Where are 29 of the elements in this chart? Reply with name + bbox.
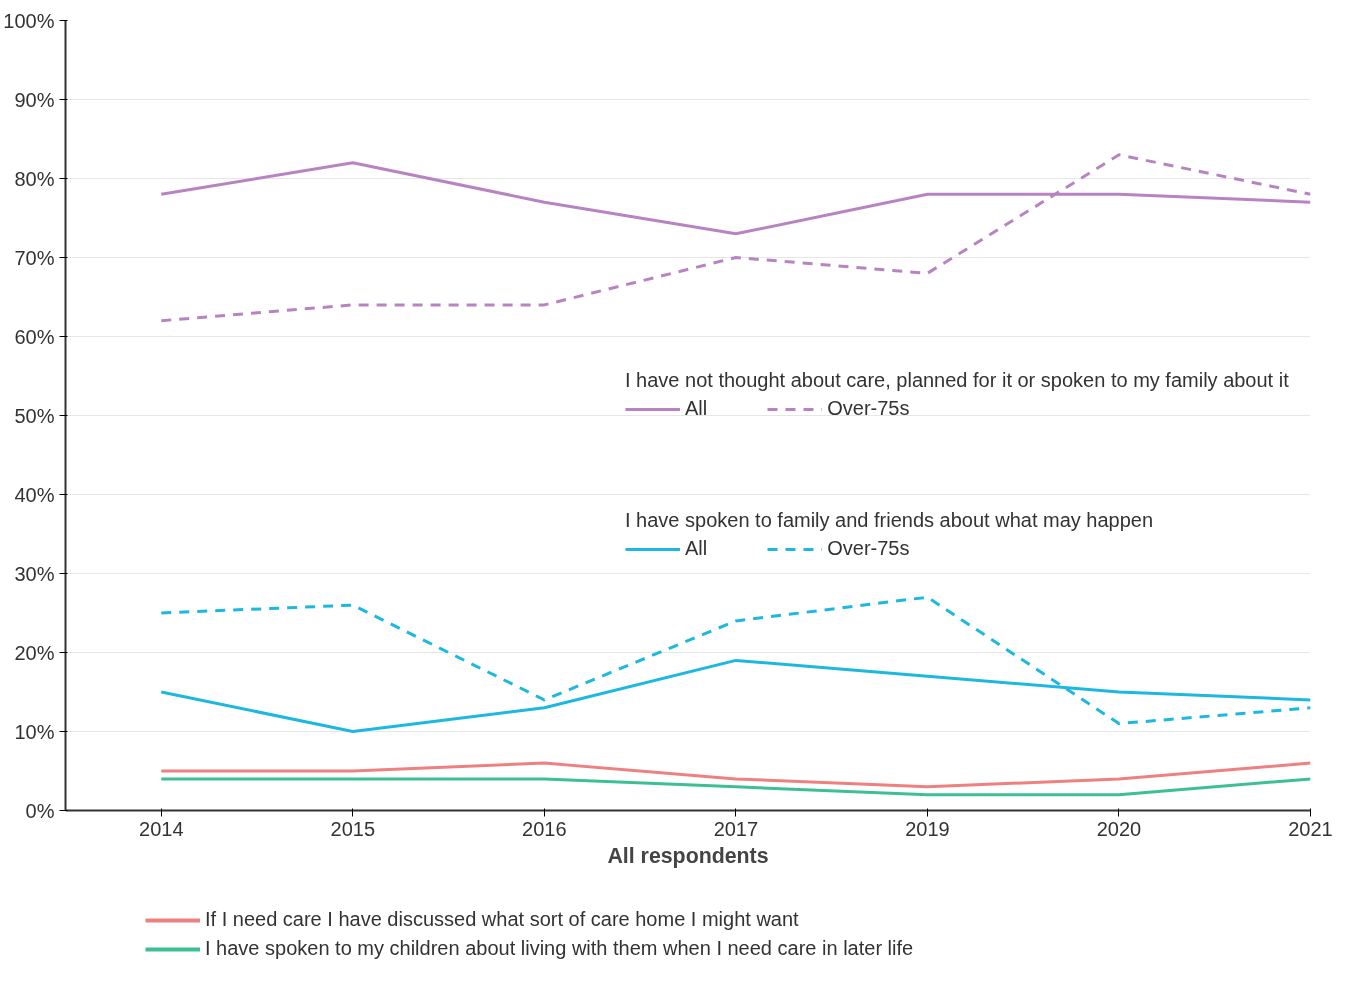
legend-label: Over-75s bbox=[827, 397, 910, 420]
y-tick-label: 20% bbox=[14, 641, 55, 664]
y-tick-label: 70% bbox=[14, 246, 55, 269]
line-series bbox=[159, 761, 1311, 789]
y-tick-label: 90% bbox=[14, 88, 55, 111]
legend-label: Over-75s bbox=[827, 537, 910, 560]
y-tick-label: 40% bbox=[14, 483, 55, 506]
y-tick-label: 80% bbox=[14, 167, 55, 190]
annotation: I have spoken to family and friends about what may happen bbox=[625, 509, 1154, 532]
y-tick-label: 60% bbox=[14, 325, 55, 348]
x-tick-label: 2017 bbox=[713, 817, 759, 840]
legend-label: If I need care I have discussed what sort of care home I might want bbox=[205, 908, 799, 931]
legend-label: All bbox=[685, 537, 708, 560]
line-series bbox=[159, 153, 1311, 323]
legend-label: I have spoken to my children about living with them when I need care in later life bbox=[205, 937, 914, 960]
x-tick-label: 2021 bbox=[1288, 817, 1333, 840]
y-tick-label: 0% bbox=[25, 799, 55, 822]
x-tick-label: 2015 bbox=[330, 817, 376, 840]
x-tick-label: 2016 bbox=[522, 817, 567, 840]
x-tick-label: 2019 bbox=[905, 817, 950, 840]
legend-label: All bbox=[685, 397, 708, 420]
annotation: I have not thought about care, planned for it or spoken to my family about it bbox=[625, 369, 1289, 392]
y-tick-label: 10% bbox=[14, 720, 55, 743]
x-tick-label: 2014 bbox=[139, 817, 184, 840]
x-axis-title: All respondents bbox=[607, 843, 769, 868]
y-tick-label: 100% bbox=[3, 9, 55, 32]
y-tick-label: 30% bbox=[14, 562, 55, 585]
x-tick-label: 2020 bbox=[1096, 817, 1142, 840]
y-tick-label: 50% bbox=[14, 404, 55, 427]
